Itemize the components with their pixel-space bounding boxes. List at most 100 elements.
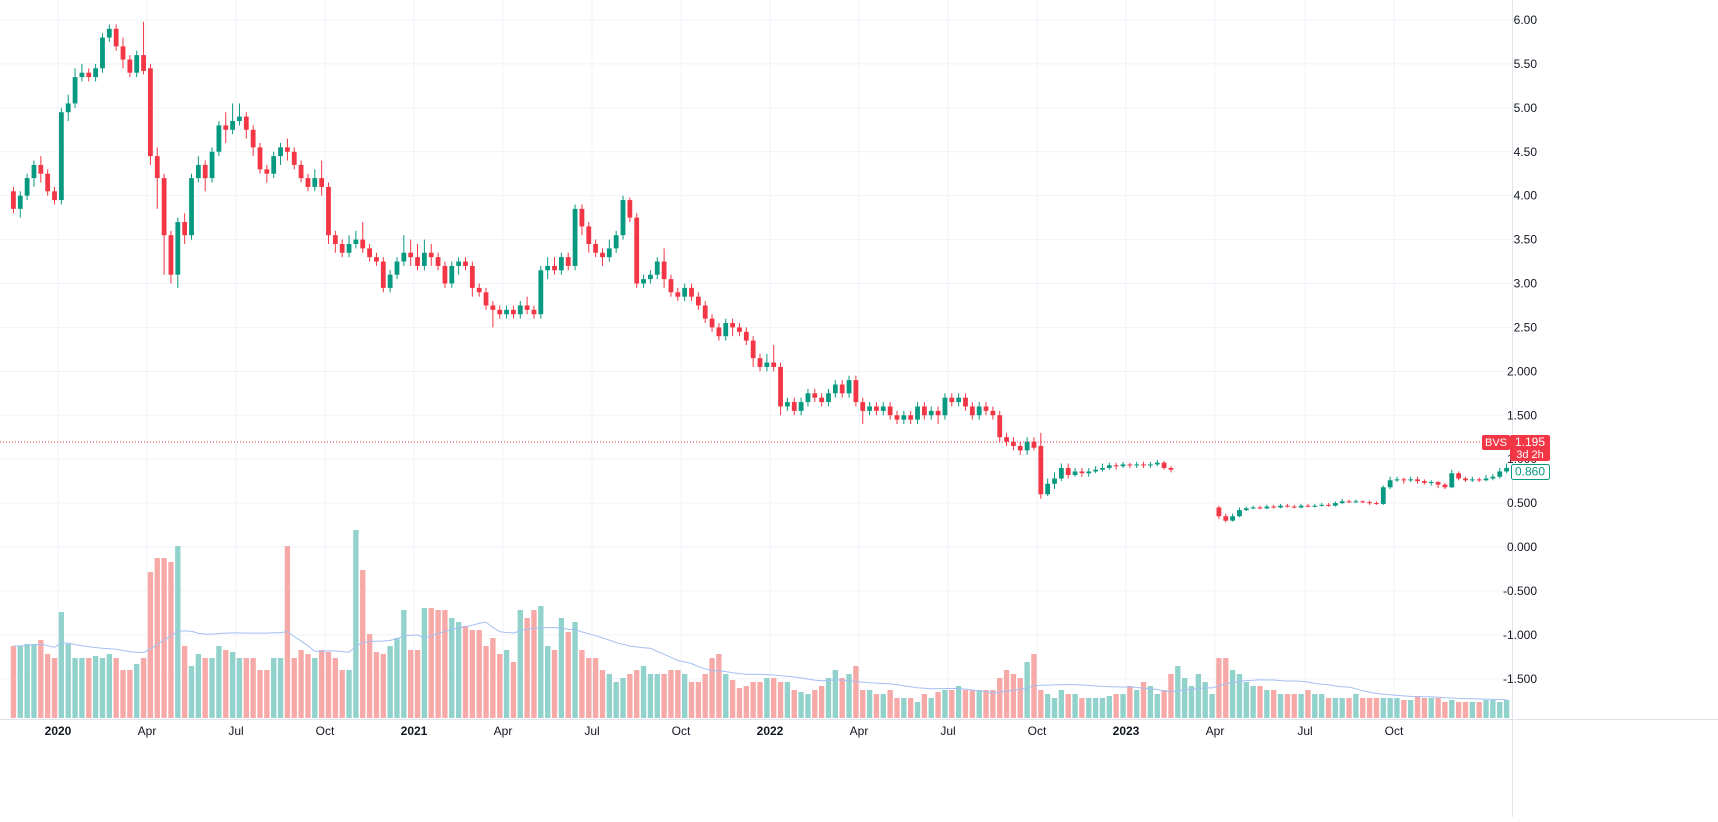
candle-body	[675, 292, 681, 297]
candle-body	[778, 366, 783, 407]
volume-bar	[168, 562, 174, 718]
candle-body	[1421, 481, 1427, 483]
volume-bar	[1188, 686, 1195, 718]
candle-body	[915, 406, 920, 420]
candle-body	[319, 178, 325, 187]
volume-bar	[1092, 698, 1099, 718]
x-tick-label: Apr	[138, 724, 157, 738]
volume-moving-average-line	[13, 621, 1507, 701]
y-tick-label: 2.000	[1507, 364, 1537, 378]
candle-body	[1243, 508, 1249, 511]
volume-bar	[1243, 682, 1249, 718]
price-axis[interactable]: 6.00 5.50 5.00 4.50 4.00 3.50 3.00 2.50 2.000 1.5…	[1503, 13, 1537, 686]
volume-bar	[181, 646, 188, 718]
candle-body	[723, 323, 729, 337]
volume-bar	[750, 682, 756, 718]
volume-bar	[894, 698, 900, 718]
volume-bar	[1140, 682, 1147, 718]
volume-bar	[1168, 674, 1174, 718]
alt-price-value: 0.860	[1515, 464, 1545, 478]
candle-body	[257, 147, 263, 170]
bar-countdown: 3d 2h	[1516, 449, 1544, 461]
volume-bar	[908, 698, 914, 718]
volume-bar	[1476, 702, 1482, 718]
candle-body	[1113, 465, 1119, 467]
candle-body	[38, 164, 44, 174]
candle-body	[182, 222, 188, 236]
candle-body	[476, 287, 482, 293]
candle-body	[1038, 445, 1044, 495]
candle-body	[1504, 467, 1509, 472]
candle-body	[695, 296, 701, 306]
volume-bar	[1325, 698, 1332, 718]
volume-bar	[873, 694, 880, 718]
candle-body	[86, 72, 92, 78]
y-tick-label: -0.500	[1503, 584, 1537, 598]
volume-bar	[592, 658, 599, 718]
volume-bar	[880, 694, 886, 718]
candle-body	[648, 274, 653, 280]
candle-body	[771, 362, 777, 367]
candle-body	[682, 287, 688, 297]
volume-bar	[736, 688, 743, 718]
candle-body	[1257, 507, 1263, 509]
volume-bar	[202, 658, 208, 718]
symbol-badge-bg	[1482, 435, 1510, 451]
volume-bar	[784, 682, 791, 718]
time-axis[interactable]: 2020 Apr Jul Oct 2021 Apr Jul Oct 2022 Apr Jul Oct 2…	[45, 724, 1404, 738]
candle-body	[1463, 478, 1468, 481]
candle-body	[1353, 501, 1359, 503]
candle-body	[641, 279, 646, 284]
volume-bar	[1147, 686, 1154, 718]
candle-body	[374, 257, 379, 262]
price-labels: BVS 1.195 3d 2h 0.860	[1482, 435, 1550, 480]
candle-body	[737, 327, 742, 332]
x-tick-label: 2023	[1113, 724, 1140, 738]
volume-bar	[777, 682, 784, 718]
volume-bar	[1161, 690, 1167, 718]
y-tick-label: 3.00	[1514, 277, 1538, 291]
last-price-value: 1.195	[1515, 435, 1545, 449]
candle-body	[93, 68, 99, 78]
candle-body	[58, 112, 64, 201]
volume-bar	[1291, 694, 1297, 718]
y-tick-label: 6.00	[1514, 13, 1538, 27]
volume-bar	[1257, 686, 1263, 718]
x-tick-label: Oct	[316, 724, 335, 738]
volume-bar	[661, 674, 667, 718]
candle-body	[1045, 483, 1051, 495]
volume-bar	[497, 654, 503, 718]
candle-body	[1401, 479, 1407, 481]
candle-body	[565, 257, 571, 266]
volume-bar	[599, 670, 606, 718]
volume-bar	[1373, 698, 1380, 718]
volume-bar	[134, 664, 140, 718]
candle-body	[969, 406, 975, 416]
candle-body	[1168, 467, 1174, 470]
candle-body	[1326, 504, 1331, 506]
volume-bar	[1099, 698, 1106, 718]
volume-bar	[866, 690, 873, 718]
volume-bar	[764, 678, 770, 718]
candle-body	[1072, 471, 1078, 475]
volume-bar	[1223, 658, 1229, 718]
candle-body	[956, 397, 962, 403]
volume-bar	[654, 674, 660, 718]
candle-body	[1380, 487, 1386, 504]
candle-body	[702, 305, 708, 319]
candle-body	[469, 265, 475, 288]
volume-bar	[825, 678, 832, 718]
candle-body	[1374, 503, 1379, 505]
volume-bar	[72, 658, 78, 718]
volume-bar	[65, 644, 71, 718]
candle-body	[148, 68, 153, 157]
symbol-badge: BVS	[1485, 437, 1507, 449]
candle-body	[154, 156, 160, 179]
candle-body	[819, 397, 825, 403]
candle-body	[1148, 464, 1153, 466]
candle-body	[606, 248, 612, 258]
volume-bar	[1497, 702, 1503, 718]
